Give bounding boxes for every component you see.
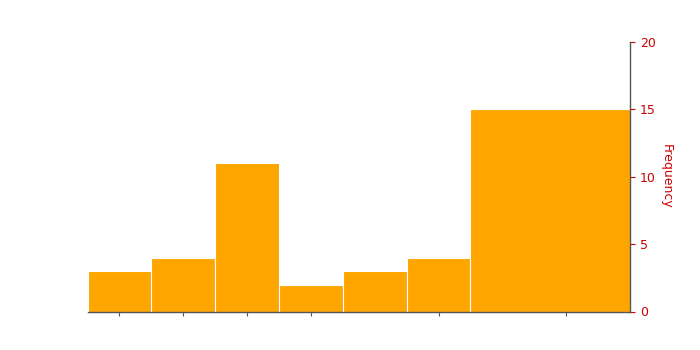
- Bar: [470, 109, 630, 312]
- Bar: [151, 258, 215, 312]
- Bar: [215, 163, 279, 312]
- Bar: [343, 271, 407, 312]
- Bar: [279, 285, 343, 312]
- Y-axis label: Frequency: Frequency: [659, 144, 672, 209]
- Bar: [88, 271, 151, 312]
- Bar: [407, 258, 470, 312]
